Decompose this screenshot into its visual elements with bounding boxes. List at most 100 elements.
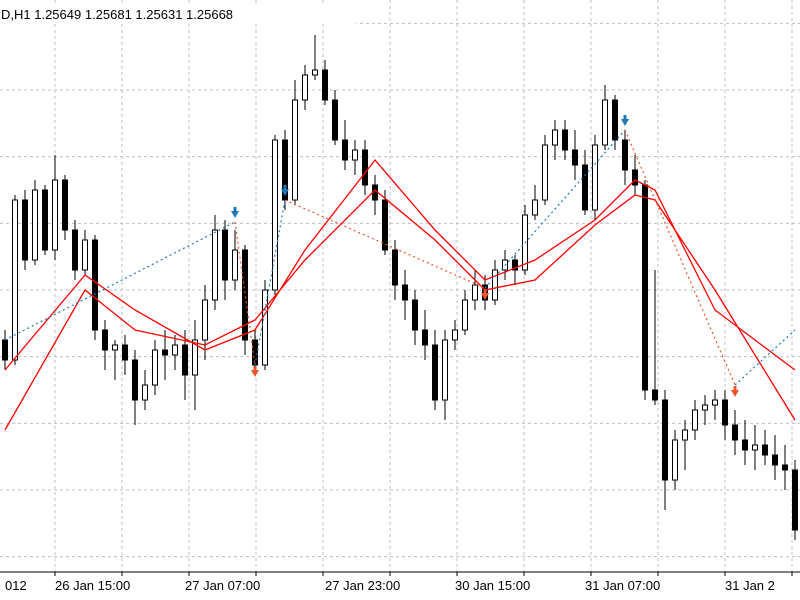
zigzag-arrow — [281, 185, 289, 196]
candle-body — [142, 384, 148, 401]
candle-body — [752, 444, 758, 451]
zigzag-arrow — [251, 366, 259, 377]
candle-body — [682, 429, 688, 441]
candle-body — [392, 249, 398, 286]
candle-body — [552, 129, 558, 146]
candle-body — [162, 349, 168, 356]
candle-body — [712, 399, 718, 406]
candle-body — [632, 169, 638, 186]
candle-body — [82, 239, 88, 271]
candle-body — [222, 229, 228, 281]
plot-area — [2, 35, 798, 540]
title-background — [0, 4, 356, 24]
candle-body — [582, 164, 588, 211]
candle-body — [562, 129, 568, 151]
candle-body — [42, 189, 48, 251]
candle-body — [462, 299, 468, 331]
candle-body — [572, 149, 578, 166]
candle-body — [662, 399, 668, 481]
x-axis: 012 26 Jan 15:00 27 Jan 07:00 27 Jan 23:00 3… — [0, 571, 800, 593]
candle-body — [692, 409, 698, 431]
candle-body — [22, 199, 28, 261]
candle-body — [322, 69, 328, 101]
candle-body — [452, 329, 458, 341]
zigzag-arrow — [621, 115, 629, 126]
zigzag-arrow — [231, 207, 239, 218]
moving-average-line — [4, 158, 796, 371]
candle-body — [702, 404, 708, 411]
candle-body — [422, 329, 428, 346]
candle-body — [442, 339, 448, 401]
candle-body — [362, 149, 368, 186]
candle-body — [652, 389, 658, 401]
candle-body — [602, 99, 608, 146]
candle-body — [192, 339, 198, 376]
zigzag-segment — [4, 221, 236, 341]
candle-body — [772, 454, 778, 466]
candle-body — [2, 339, 8, 361]
candle-body — [612, 99, 618, 141]
candle-body — [72, 229, 78, 271]
zigzag-segment — [734, 329, 796, 386]
zigzag-arrow — [731, 386, 739, 397]
candle-body — [312, 69, 318, 76]
candle-body — [742, 439, 748, 451]
candle-body — [472, 284, 478, 301]
moving-average-line — [4, 189, 796, 431]
candle-body — [622, 139, 628, 171]
candle-body — [642, 184, 648, 391]
candle-body — [112, 344, 118, 351]
x-tick-label: 30 Jan 15:00 — [455, 578, 530, 593]
candle-body — [272, 139, 278, 291]
candle-body — [122, 344, 128, 361]
candle-body — [202, 299, 208, 341]
candle-body — [262, 289, 268, 366]
candle-body — [672, 439, 678, 481]
candle-body — [342, 139, 348, 161]
candle-body — [52, 179, 58, 251]
candle-body — [292, 99, 298, 201]
candle-body — [352, 149, 358, 161]
candle-body — [402, 284, 408, 301]
candle-body — [172, 344, 178, 356]
zigzag-segment — [234, 221, 256, 366]
candle-body — [302, 74, 308, 101]
candle-body — [132, 359, 138, 401]
zigzag-segment — [284, 199, 486, 289]
candle-body — [182, 344, 188, 376]
candle-body — [792, 469, 798, 531]
chart-title: D,H1 1.25649 1.25681 1.25631 1.25668 — [1, 7, 233, 22]
candle-body — [102, 329, 108, 351]
x-tick-label: 31 Jan 2 — [725, 578, 775, 593]
x-tick-label: 27 Jan 23:00 — [325, 578, 400, 593]
candle-body — [492, 269, 498, 301]
candle-body — [432, 344, 438, 401]
zigzag-segment — [624, 129, 736, 386]
candle-body — [242, 249, 248, 341]
zigzag-arrow — [481, 289, 489, 300]
x-tick-label: 26 Jan 15:00 — [55, 578, 130, 593]
candle-body — [62, 179, 68, 231]
candle-body — [92, 239, 98, 331]
x-tick-label: 012 — [5, 578, 27, 593]
x-tick-label: 31 Jan 07:00 — [585, 578, 660, 593]
candle-body — [762, 444, 768, 456]
candle-body — [12, 199, 18, 361]
candle-body — [412, 299, 418, 331]
zigzag-segment — [484, 129, 626, 289]
candle-body — [732, 424, 738, 441]
candle-body — [232, 249, 238, 281]
candle-body — [722, 399, 728, 426]
candle-body — [332, 99, 338, 141]
candle-body — [542, 144, 548, 201]
candle-body — [512, 259, 518, 271]
candle-body — [592, 144, 598, 211]
candle-body — [782, 464, 788, 471]
x-tick-label: 27 Jan 07:00 — [185, 578, 260, 593]
candle-body — [32, 189, 38, 261]
candle-body — [532, 199, 538, 216]
candle-body — [152, 349, 158, 386]
